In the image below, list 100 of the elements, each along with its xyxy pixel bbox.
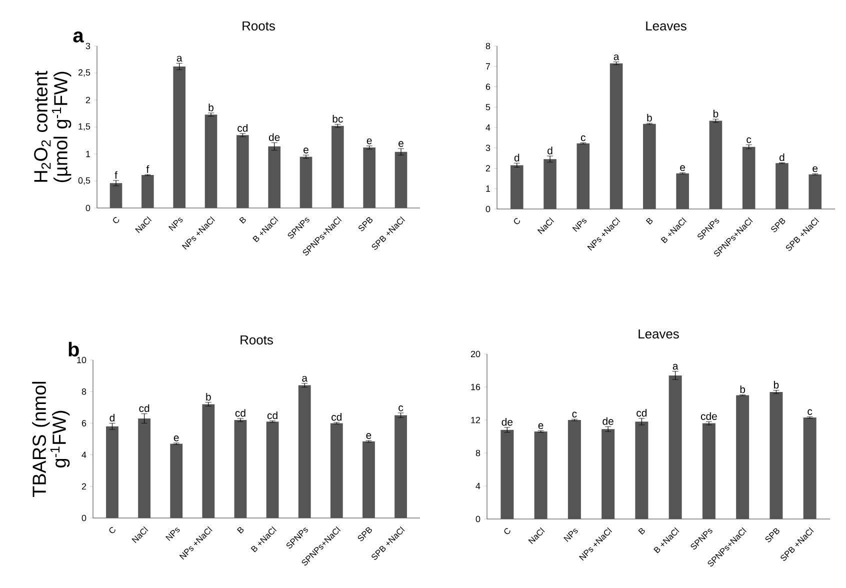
y-tick-label: 6 [82,420,86,426]
annotation: b [647,114,652,122]
bar [500,430,514,519]
bar [576,143,590,209]
x-tick-label: B [239,217,246,224]
annotation: cd [267,411,278,420]
annotation: e [366,433,372,439]
annotation: a [614,54,620,60]
bar [668,375,682,519]
y-tick-label: 4 [486,124,490,131]
text: b [68,342,79,356]
bar [709,120,722,209]
bar [568,420,581,519]
bar [602,429,615,519]
x-tick-label: NPs [168,218,183,231]
annotation: cd [238,124,248,132]
bar [138,418,150,518]
bar [300,156,312,208]
annotation: e [366,138,372,144]
x-tick-label: C [514,218,520,224]
chart-title: Leaves [638,329,679,338]
bar [776,163,788,209]
y-tick-label: 0 [476,516,480,522]
bar [106,426,118,518]
annotation: cd [235,409,246,417]
y-tick-label: 3 [486,144,490,152]
x-tick-label: B [236,527,244,534]
bar [643,124,656,209]
y-tick-label: 1,5 [78,123,90,131]
annotation: d [110,414,114,422]
annotation: f [114,171,118,179]
x-tick-label: NPs [572,218,587,232]
y-tick-label: 2 [86,96,90,104]
annotation: f [146,165,150,173]
y-tick-label: 2 [486,165,490,172]
annotation: a [176,56,182,62]
annotation: d [780,153,784,162]
bar [676,173,689,209]
y-tick-label: 8 [486,42,490,50]
bar [362,441,375,518]
annotation: d [514,154,520,162]
y-tick-label: 4 [82,452,86,458]
bar [204,114,218,208]
bar [702,423,716,519]
x-tick-label: NPs [166,528,180,541]
bar [266,422,279,518]
chart-title: Roots [242,21,275,30]
x-tick-label: B [646,218,653,225]
bar [635,422,648,519]
annotation: c [398,406,404,412]
bar [170,444,183,518]
y-tick-label: 10 [77,356,86,364]
bar [363,148,376,208]
annotation: c [572,412,577,418]
annotation: cd [139,404,150,412]
y-tick-label: 0 [86,204,90,212]
bar [332,126,344,208]
x-tick-label: B [638,528,645,535]
annotation: cde [700,412,717,420]
bar [268,146,280,208]
y-tick-label: 3 [86,42,90,50]
annotation: b [774,380,779,389]
bar [803,418,816,519]
bar [173,66,186,208]
y-tick-label: 20 [470,350,480,358]
text: a [73,32,84,42]
x-tick-label: C [504,528,510,534]
bar [202,404,215,518]
y-tick-label: 0 [486,206,490,212]
y-tick-label: 0,5 [78,177,90,185]
y-tick-label: 1 [486,186,490,192]
y-tick-label: 16 [471,384,480,390]
annotation: e [304,148,308,154]
x-tick-label: C [109,527,116,534]
annotation: de [268,133,280,141]
bar [770,392,783,519]
y-tick-label: 5 [486,104,490,110]
bar [142,175,154,208]
chart-title: Roots [240,335,273,344]
annotation: c [580,135,586,142]
y-tick-label: 2 [82,483,86,490]
annotation: c [746,137,752,144]
y-tick-label: 6 [486,84,490,90]
bar [808,174,822,209]
y-tick-label: 0 [82,514,86,522]
bar [298,385,311,518]
bar [610,63,623,209]
chart-title: Leaves [646,21,686,30]
y-tick-label: 8 [82,388,86,395]
x-tick-label: NPs [564,528,578,542]
annotation: b [208,104,214,112]
bar [394,415,407,518]
bar [510,165,524,209]
annotation: cd [636,408,647,417]
annotation: de [502,418,513,426]
annotation: b [206,392,211,401]
annotation: cd [332,413,342,421]
y-tick-label: 2,5 [78,69,90,77]
bar [544,159,556,209]
y-tick-label: 12 [471,416,480,424]
